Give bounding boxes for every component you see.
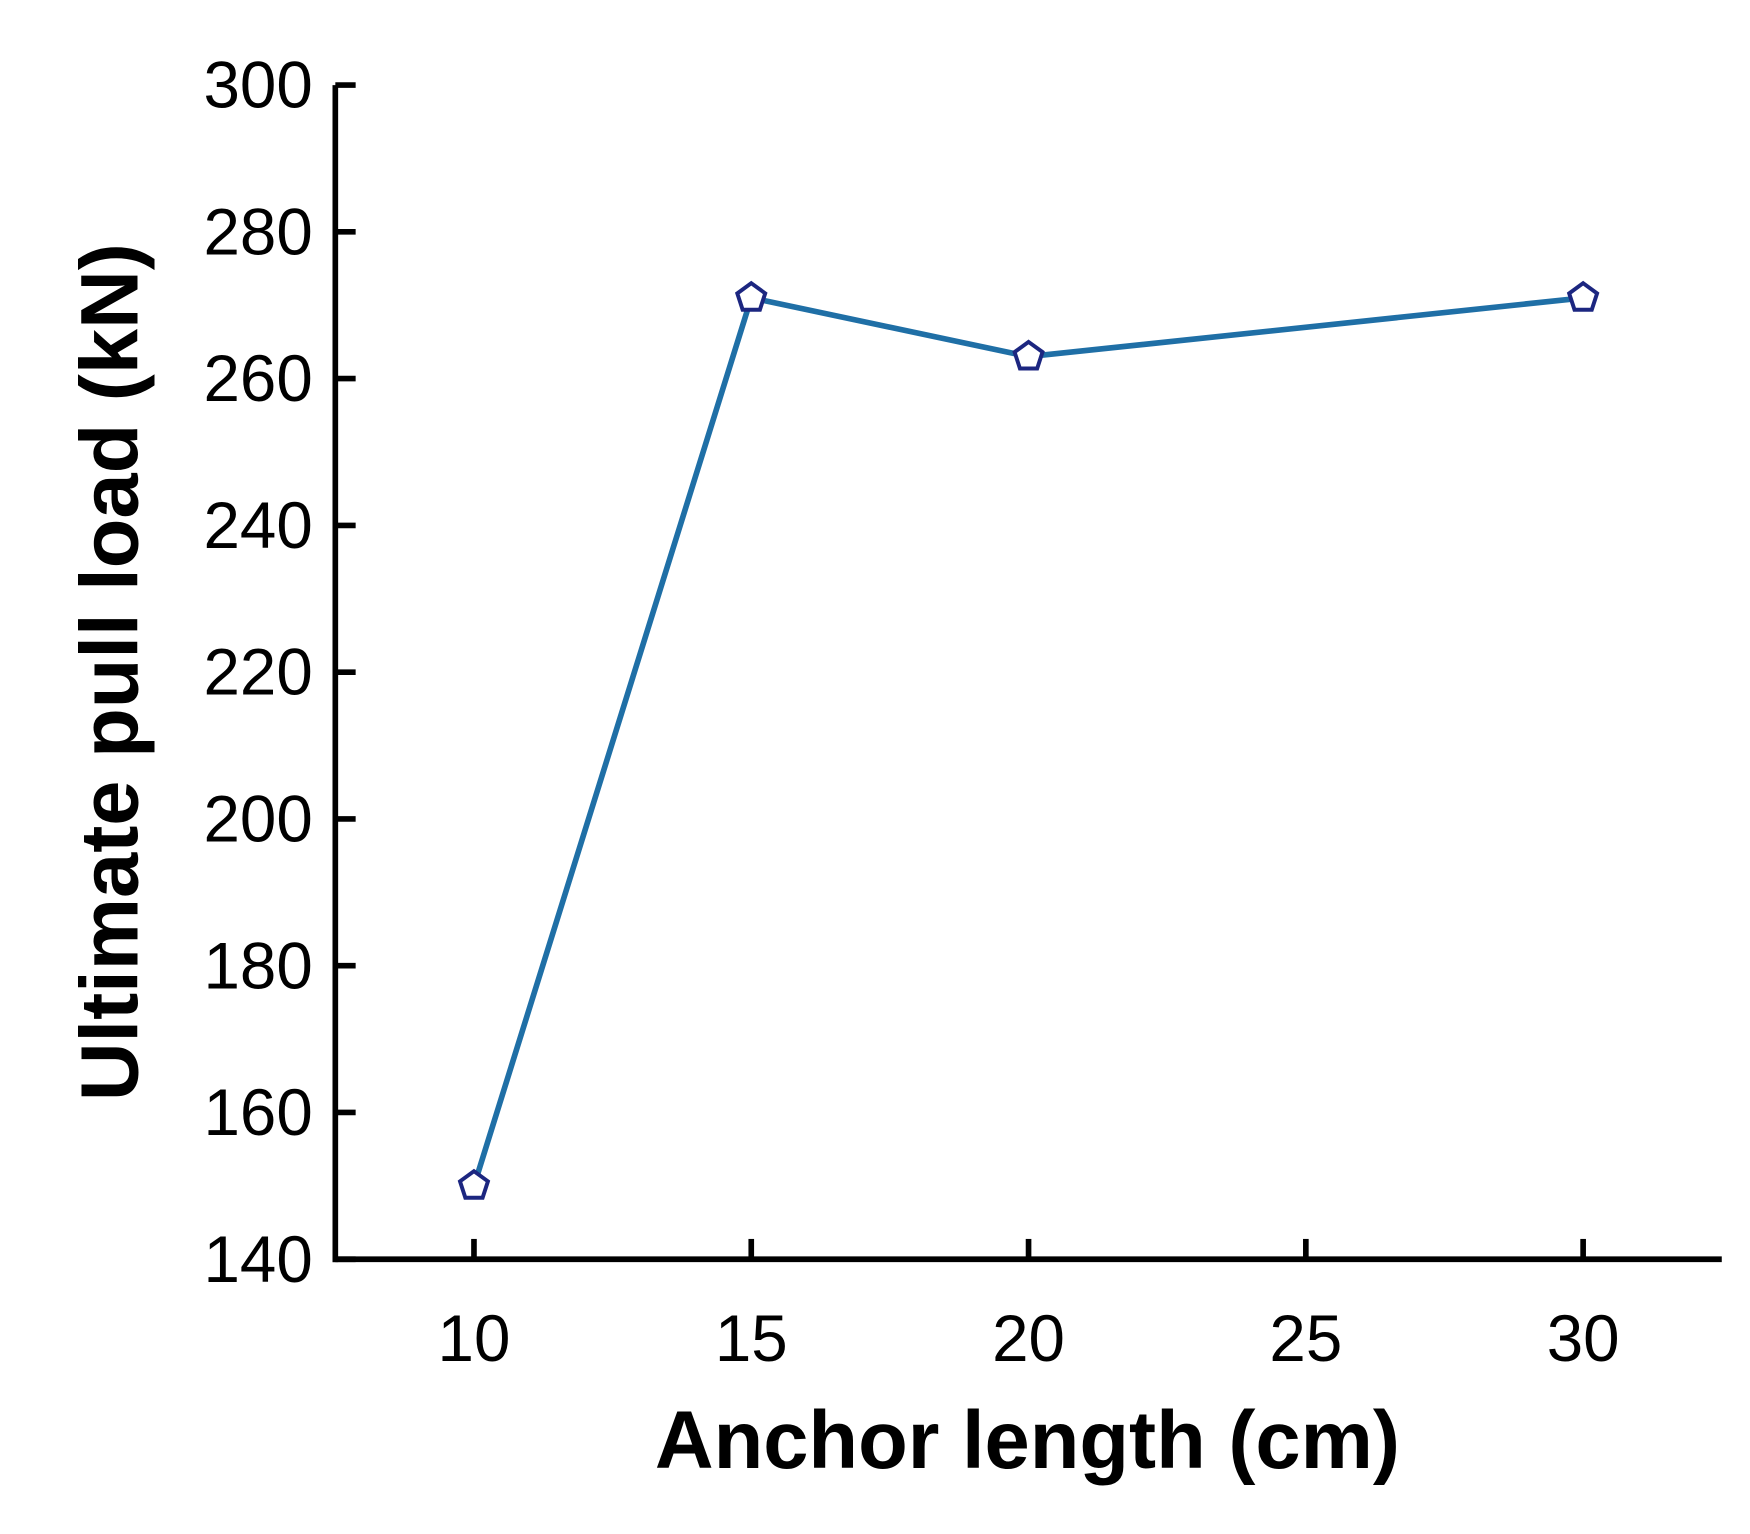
y-tick-label: 160: [204, 1076, 313, 1149]
x-tick-label: 15: [715, 1302, 788, 1375]
y-tick-label: 300: [204, 49, 313, 122]
y-tick-label: 280: [204, 195, 313, 268]
marker: [1566, 280, 1600, 312]
line: [471, 295, 1584, 1187]
marker: [1012, 339, 1045, 371]
x-tick-label: 25: [1269, 1302, 1342, 1375]
x-tick-label: 20: [992, 1302, 1065, 1375]
marker: [457, 1168, 491, 1200]
x-tick-label: 30: [1547, 1302, 1620, 1375]
y-tick-label: 180: [204, 929, 313, 1002]
y-tick-label: 240: [204, 489, 313, 562]
y-tick-label: 220: [204, 636, 313, 709]
y-tick-label: 260: [204, 342, 313, 415]
x-tick-label: 10: [438, 1302, 511, 1375]
y-tick-label: 140: [204, 1223, 313, 1296]
y-axis-title: Ultimate pull load (kN): [65, 243, 156, 1101]
x-axis-title: Anchor length (cm): [655, 1395, 1400, 1486]
y-tick-label: 200: [204, 783, 313, 856]
marker: [734, 280, 768, 312]
